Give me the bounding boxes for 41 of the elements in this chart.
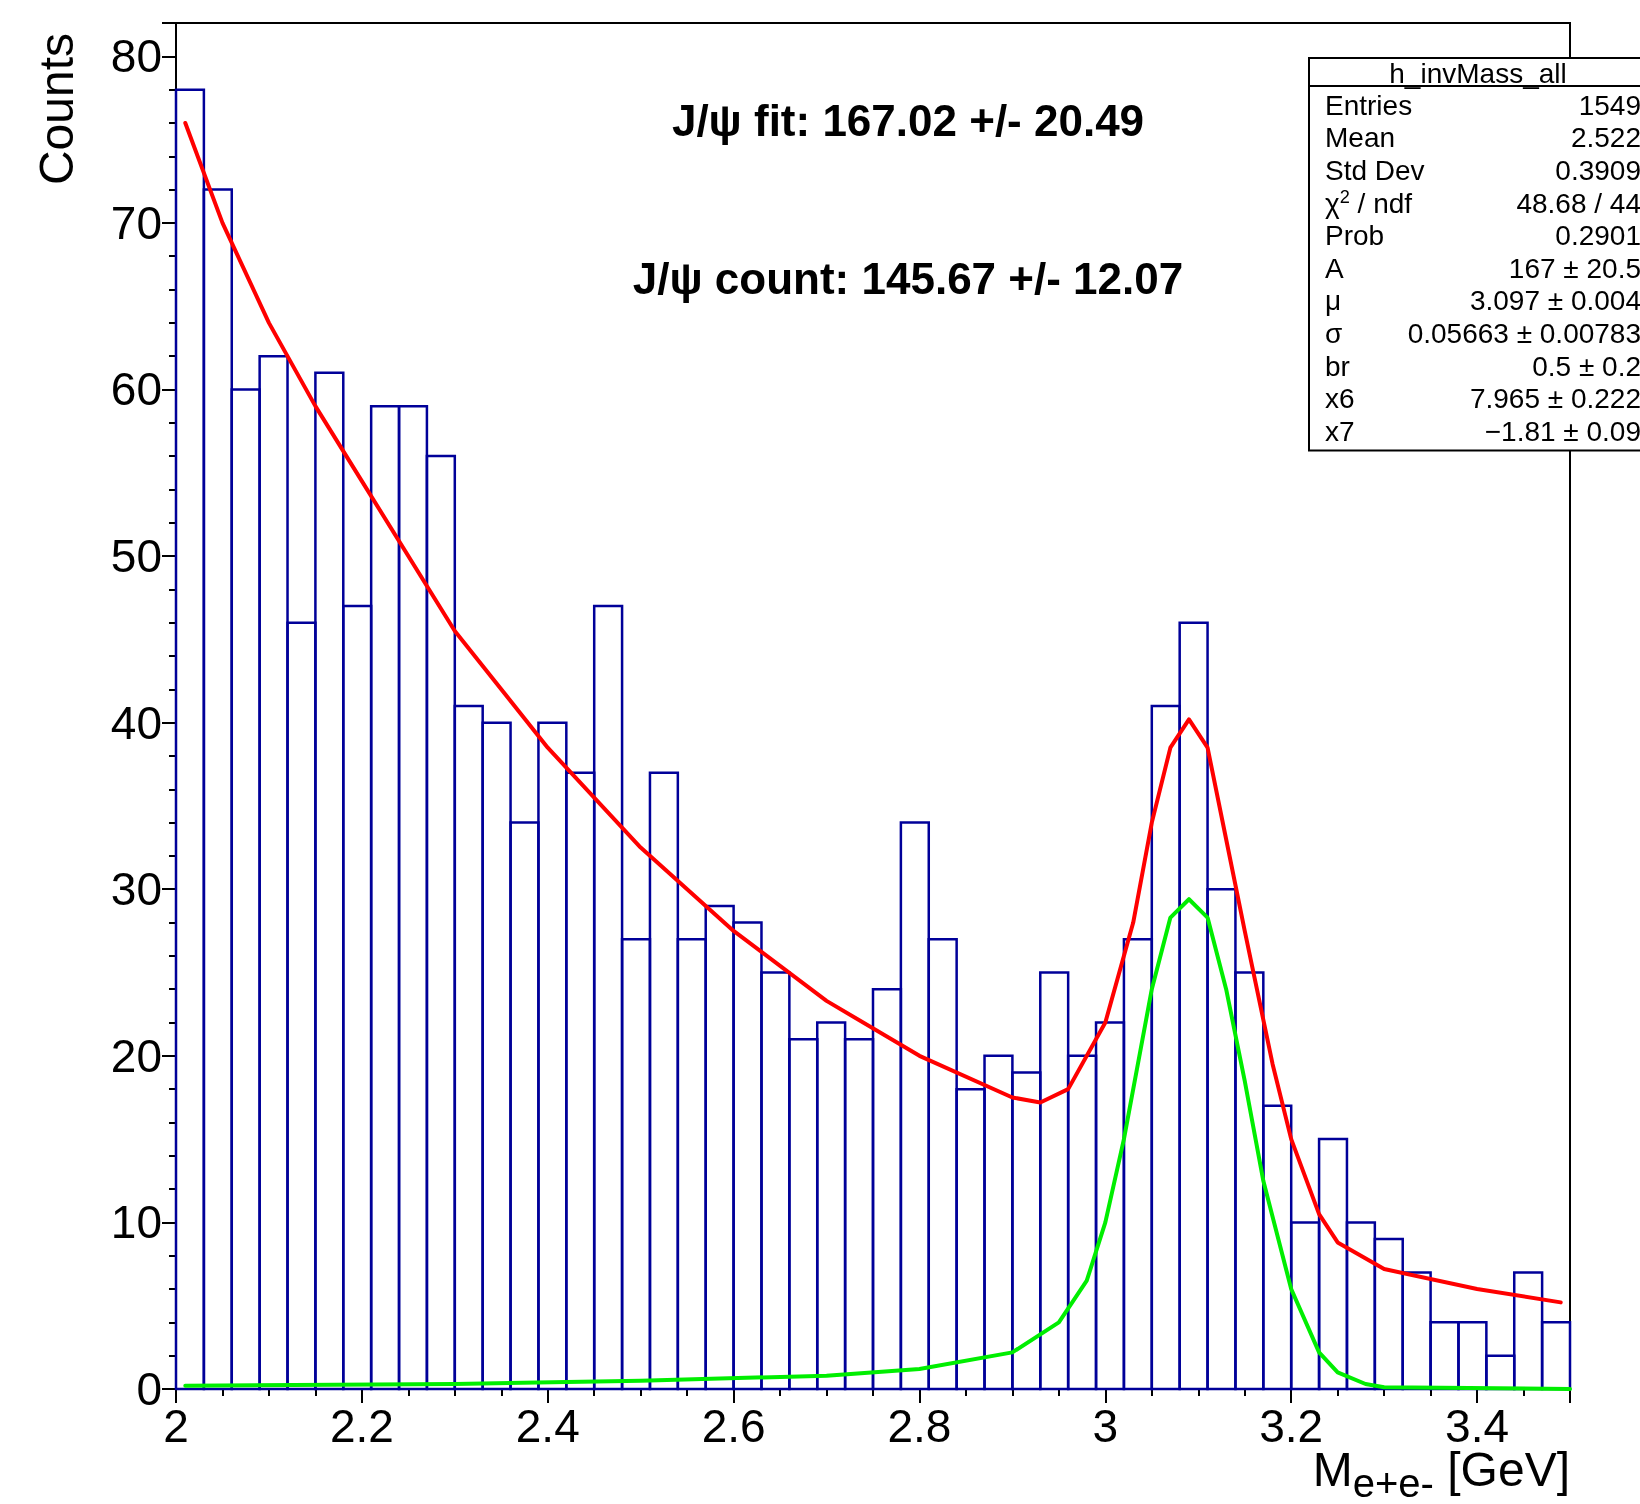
annotation: J/ψ fit: 167.02 +/- 20.49 bbox=[671, 95, 1145, 145]
y-axis-title: Counts bbox=[29, 33, 83, 186]
y-tick-label: 0 bbox=[136, 1363, 162, 1415]
annotation: 7.965 ± 0.222 bbox=[1469, 383, 1640, 415]
y-tick-label: 50 bbox=[110, 530, 162, 583]
annotation: μ bbox=[1325, 285, 1342, 317]
annotation: 3.097 ± 0.004 bbox=[1469, 285, 1640, 317]
annotation: Std Dev bbox=[1325, 155, 1425, 186]
annotation: 0.5 ± 0.2 bbox=[1532, 350, 1640, 382]
y-tick-label: 30 bbox=[110, 863, 162, 916]
annotation: 48.68 / 44 bbox=[1516, 187, 1640, 219]
annotation: Entries bbox=[1325, 89, 1413, 121]
annotation: J/ψ count: 145.67 +/- 12.07 bbox=[632, 253, 1184, 303]
x-tick-label: 3 bbox=[1092, 1400, 1119, 1452]
y-tick-label: 20 bbox=[110, 1029, 162, 1082]
annotation: br bbox=[1325, 350, 1350, 382]
text: 1549 bbox=[1578, 89, 1640, 121]
annotation: −1.81 ± 0.09 bbox=[1484, 415, 1640, 447]
line-series bbox=[183, 897, 1572, 1391]
annotation: x6 bbox=[1325, 383, 1355, 415]
annotation: 0.3909 bbox=[1555, 155, 1640, 186]
annotation: x7 bbox=[1325, 415, 1355, 447]
annotation: h_invMass_all bbox=[1389, 57, 1567, 89]
x-tick-label: 2.4 bbox=[515, 1400, 580, 1452]
annotation: σ bbox=[1325, 318, 1343, 349]
x-tick-label: 2.8 bbox=[887, 1400, 952, 1452]
y-tick-label: 40 bbox=[110, 696, 162, 749]
y-tick-label: 60 bbox=[110, 363, 162, 416]
annotation: 0.05663 ± 0.00783 bbox=[1407, 318, 1640, 349]
annotation: 0.2901 bbox=[1555, 220, 1640, 252]
x-tick-label: 2 bbox=[163, 1400, 189, 1452]
y-tick-label: 10 bbox=[110, 1196, 162, 1249]
annotation: 167 ± 20.5 bbox=[1508, 252, 1640, 284]
y-tick-label: 70 bbox=[110, 196, 162, 249]
x-tick-label: 2.2 bbox=[329, 1400, 394, 1452]
annotation: A bbox=[1325, 252, 1344, 284]
text: 2.522 bbox=[1570, 122, 1640, 154]
x-tick-label: 2.6 bbox=[701, 1400, 766, 1452]
annotation: Mean bbox=[1325, 122, 1396, 154]
annotation: Prob bbox=[1325, 220, 1385, 252]
y-tick-label: 80 bbox=[110, 30, 162, 83]
